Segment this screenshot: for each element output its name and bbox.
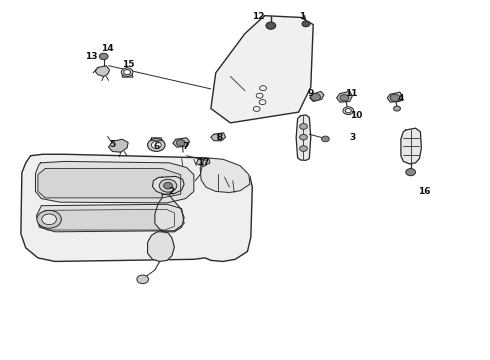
Circle shape: [340, 95, 349, 101]
Text: 16: 16: [418, 187, 431, 196]
Text: 11: 11: [345, 89, 358, 98]
Polygon shape: [173, 138, 190, 147]
Polygon shape: [310, 91, 324, 102]
Circle shape: [99, 53, 108, 60]
Polygon shape: [152, 176, 184, 194]
Text: 17: 17: [197, 158, 210, 167]
Polygon shape: [147, 232, 174, 261]
Circle shape: [137, 275, 148, 284]
Text: 14: 14: [101, 44, 114, 53]
Circle shape: [345, 109, 351, 113]
Circle shape: [311, 94, 320, 101]
Polygon shape: [211, 133, 225, 141]
Text: 5: 5: [109, 140, 116, 149]
Circle shape: [393, 106, 400, 111]
Text: 8: 8: [217, 132, 223, 141]
Text: 6: 6: [153, 141, 159, 150]
Polygon shape: [196, 158, 210, 166]
Circle shape: [302, 21, 310, 27]
Circle shape: [147, 139, 165, 152]
Polygon shape: [401, 128, 421, 164]
Polygon shape: [200, 158, 250, 193]
Polygon shape: [95, 66, 110, 76]
Polygon shape: [35, 161, 194, 203]
Circle shape: [343, 107, 354, 114]
Polygon shape: [150, 138, 162, 141]
Circle shape: [164, 183, 172, 189]
Text: 10: 10: [350, 111, 362, 120]
Polygon shape: [337, 91, 352, 102]
Polygon shape: [38, 168, 181, 198]
Polygon shape: [21, 154, 252, 261]
Polygon shape: [296, 115, 311, 160]
Polygon shape: [122, 73, 133, 77]
Circle shape: [121, 68, 133, 76]
Text: 1: 1: [299, 12, 306, 21]
Polygon shape: [109, 139, 128, 152]
Text: 4: 4: [398, 94, 404, 103]
Text: 12: 12: [252, 12, 265, 21]
Circle shape: [151, 141, 161, 149]
Circle shape: [159, 179, 177, 192]
Circle shape: [123, 69, 130, 75]
Text: 7: 7: [182, 141, 189, 150]
Polygon shape: [211, 16, 313, 123]
Text: 9: 9: [308, 89, 314, 98]
Circle shape: [390, 94, 400, 102]
Polygon shape: [155, 194, 184, 232]
Polygon shape: [36, 204, 184, 232]
Circle shape: [299, 134, 307, 140]
Polygon shape: [387, 92, 403, 102]
Text: 3: 3: [349, 133, 355, 142]
Text: 2: 2: [168, 187, 174, 196]
Circle shape: [176, 140, 185, 146]
Text: 15: 15: [122, 60, 134, 69]
Circle shape: [299, 146, 307, 152]
Polygon shape: [39, 209, 174, 230]
Text: 13: 13: [85, 52, 98, 61]
Circle shape: [406, 168, 416, 176]
Circle shape: [321, 136, 329, 142]
Circle shape: [37, 210, 61, 228]
Circle shape: [266, 22, 276, 29]
Circle shape: [299, 123, 307, 129]
Circle shape: [42, 214, 56, 225]
